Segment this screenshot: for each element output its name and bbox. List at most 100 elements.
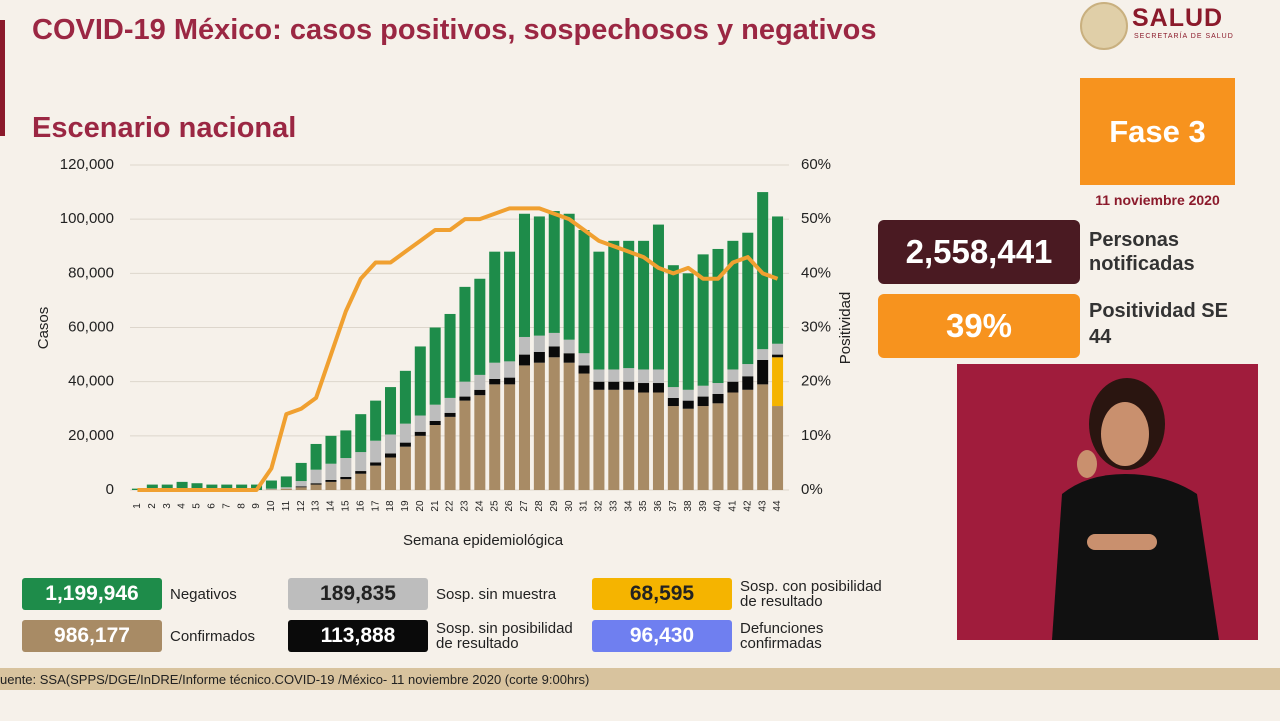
bar-segment [533, 362, 545, 490]
bar-segment [623, 381, 635, 390]
bar-segment [146, 484, 158, 490]
bar-segment [399, 423, 411, 443]
y2-tick-label: 30% [801, 318, 831, 335]
x-tick-label: 40 [713, 500, 724, 512]
bar-segment [459, 400, 471, 490]
bar-segment [370, 400, 382, 441]
x-tick-label: 21 [430, 500, 441, 512]
bar-segment [712, 248, 724, 384]
bar-segment [414, 435, 426, 490]
phase-box: Fase 3 [1080, 78, 1235, 185]
bar-segment [652, 369, 664, 384]
bar-segment [697, 385, 709, 397]
bar-segment [489, 378, 501, 385]
bar-segment [518, 365, 530, 490]
bar-segment [593, 381, 605, 390]
bar-segment [474, 395, 486, 490]
y-tick-label: 60,000 [68, 318, 114, 335]
bar-segment [727, 240, 739, 370]
x-tick-label: 8 [236, 503, 247, 509]
bar-segment [280, 476, 292, 488]
bar-segment [682, 400, 694, 409]
interpreter-video [957, 364, 1258, 640]
bar-segment [638, 383, 650, 393]
bar-segment [265, 488, 277, 490]
bar-segment [385, 457, 397, 490]
legend-name: Sosp. con posibilidad de resultado [740, 578, 882, 610]
bar-segment [236, 484, 248, 490]
bar-segment [697, 254, 709, 386]
bar-segment [742, 389, 754, 490]
bar-segment [608, 389, 620, 490]
bar-segment [578, 230, 590, 354]
bar-segment [474, 374, 486, 390]
bar-segment [385, 434, 397, 454]
legend-name: Defunciones confirmadas [740, 620, 824, 652]
positivity-value: 39% [945, 307, 1013, 344]
bar-segment [772, 343, 784, 355]
bar-segment [429, 404, 441, 421]
bar-segment [504, 384, 516, 490]
logo-emblem [1080, 2, 1128, 50]
bar-segment [265, 480, 277, 489]
bar-segment [444, 412, 456, 417]
subtitle: Escenario nacional [32, 112, 297, 144]
bar-segment [444, 397, 456, 413]
bar-segment [474, 278, 486, 375]
bar-segment [325, 463, 337, 480]
x-tick-label: 11 [281, 500, 292, 511]
legend-name: Sosp. sin posibilidad de resultado [436, 620, 573, 652]
phase: Fase 3 [1109, 113, 1206, 149]
x-tick-label: 16 [355, 500, 366, 512]
bar-segment [652, 383, 664, 393]
legend-total: 189,835 [288, 578, 428, 610]
x-tick-label: 35 [638, 500, 649, 512]
bar-segment [772, 216, 784, 344]
bar-segment [429, 420, 441, 425]
bar-segment [161, 484, 173, 490]
bar-segment [355, 452, 367, 472]
bar-segment [295, 462, 307, 482]
legend-name: Confirmados [170, 627, 256, 645]
x-tick-label: 42 [742, 500, 753, 512]
x-tick-label: 23 [460, 500, 471, 512]
x-tick-label: 38 [683, 500, 694, 512]
bar-segment [340, 477, 352, 480]
bar-segment [340, 479, 352, 490]
bar-segment [399, 446, 411, 490]
bar-segment [206, 484, 218, 490]
bar-segment [742, 376, 754, 390]
bar-segment [399, 442, 411, 447]
x-tick-label: 34 [623, 500, 634, 512]
bar-segment [563, 353, 575, 363]
bar-segment [712, 393, 724, 404]
bar-segment [638, 369, 650, 384]
x-tick-label: 24 [474, 500, 485, 512]
x-tick-label: 29 [549, 500, 560, 512]
bar-segment [772, 357, 784, 407]
positivity-label: Positividad SE 44 [1089, 300, 1228, 348]
y2-tick-label: 20% [801, 373, 831, 390]
bar-segment [727, 369, 739, 382]
bar-segment [295, 487, 307, 490]
bar-segment [265, 489, 277, 490]
x-tick-label: 25 [489, 500, 500, 512]
bar-segment [489, 384, 501, 490]
y-tick-label: 0 [106, 481, 114, 498]
bar-segment [548, 357, 560, 490]
x-tick-label: 6 [207, 503, 218, 509]
bar-segment [652, 224, 664, 370]
x-tick-label: 18 [385, 500, 396, 512]
y-axis-label: Casos [35, 307, 52, 350]
footer: uente: SSA(SPPS/DGE/InDRE/Informe técnic… [0, 672, 590, 687]
x-tick-label: 1 [132, 503, 143, 509]
bar-segment [340, 458, 352, 477]
bar-segment [385, 453, 397, 458]
chart: Semana epidemiológica Casos Positividad … [35, 156, 854, 549]
y2-tick-label: 40% [801, 264, 831, 281]
x-axis-label: Semana epidemiológica [403, 532, 564, 549]
x-tick-label: 13 [311, 500, 322, 512]
bar-segment [489, 251, 501, 363]
bar-segment [712, 383, 724, 394]
